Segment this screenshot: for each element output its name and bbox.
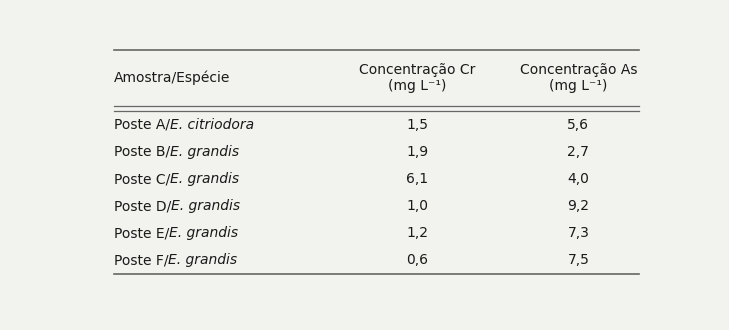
Text: 5,6: 5,6 xyxy=(567,118,590,132)
Text: E. grandis: E. grandis xyxy=(170,172,239,186)
Text: Concentração Cr
(mg L⁻¹): Concentração Cr (mg L⁻¹) xyxy=(359,63,475,93)
Text: Amostra/Espécie: Amostra/Espécie xyxy=(114,71,230,85)
Text: 7,3: 7,3 xyxy=(567,226,589,240)
Text: 1,2: 1,2 xyxy=(406,226,429,240)
Text: E. citriodora: E. citriodora xyxy=(170,118,254,132)
Text: 6,1: 6,1 xyxy=(406,172,429,186)
Text: E. grandis: E. grandis xyxy=(168,253,238,267)
Text: 7,5: 7,5 xyxy=(567,253,589,267)
Text: Poste C/: Poste C/ xyxy=(114,172,170,186)
Text: Poste E/: Poste E/ xyxy=(114,226,169,240)
Text: 1,9: 1,9 xyxy=(406,145,429,159)
Text: E. grandis: E. grandis xyxy=(169,226,238,240)
Text: Poste F/: Poste F/ xyxy=(114,253,168,267)
Text: 4,0: 4,0 xyxy=(567,172,589,186)
Text: 2,7: 2,7 xyxy=(567,145,589,159)
Text: 1,0: 1,0 xyxy=(406,199,429,213)
Text: E. grandis: E. grandis xyxy=(171,199,240,213)
Text: 9,2: 9,2 xyxy=(567,199,590,213)
Text: Poste D/: Poste D/ xyxy=(114,199,171,213)
Text: Poste A/: Poste A/ xyxy=(114,118,170,132)
Text: Concentração As
(mg L⁻¹): Concentração As (mg L⁻¹) xyxy=(520,63,637,93)
Text: 1,5: 1,5 xyxy=(406,118,429,132)
Text: 0,6: 0,6 xyxy=(406,253,429,267)
Text: E. grandis: E. grandis xyxy=(170,145,239,159)
Text: Poste B/: Poste B/ xyxy=(114,145,170,159)
